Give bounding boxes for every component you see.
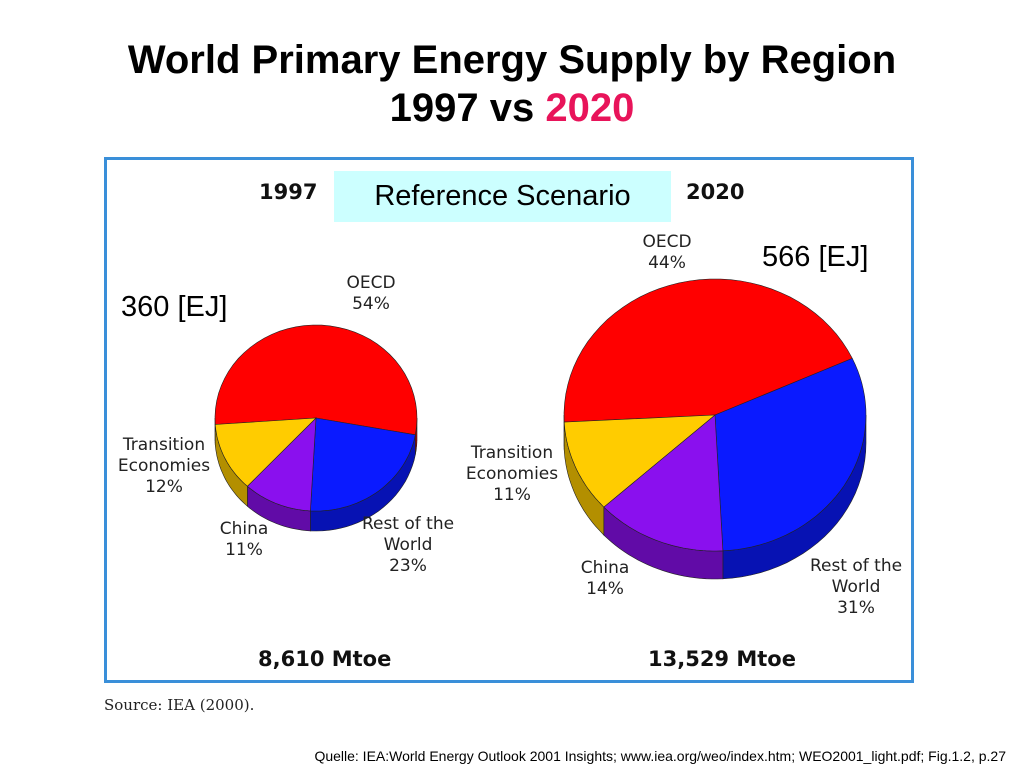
pie-1997-slice-oecd — [214, 324, 418, 436]
total-1997: 8,610 Mtoe — [258, 647, 392, 671]
slice-name: OECD — [642, 232, 692, 252]
title-line-1: World Primary Energy Supply by Region — [127, 38, 897, 82]
slice-percent: 31% — [837, 598, 875, 618]
pie-2020-slice-rest-of-the-world — [714, 358, 867, 552]
label-1997-transition: Transition Economies 12% — [112, 435, 216, 498]
label-2020-china: China 14% — [572, 558, 638, 600]
pie-1997-slice-china — [246, 417, 317, 512]
label-1997-rest-of-world: Rest of the World 23% — [354, 514, 462, 577]
slice-name: OECD — [346, 273, 396, 293]
pie-1997-slice-transition-economies — [214, 417, 317, 487]
energy-label-1997: 360 [EJ] — [121, 291, 228, 323]
label-1997-oecd: OECD 54% — [336, 273, 406, 315]
pie-2020-slice-china — [603, 414, 724, 552]
slice-percent: 44% — [648, 253, 686, 273]
label-2020-rest-of-world: Rest of the World 31% — [802, 556, 910, 619]
slice-name: China — [580, 558, 630, 578]
slice-name: China — [219, 519, 269, 539]
source-note: Source: IEA (2000). — [104, 696, 255, 714]
slice-percent: 14% — [586, 579, 624, 599]
year-label-2020: 2020 — [686, 180, 745, 204]
label-1997-china: China 11% — [212, 519, 276, 561]
slice-name: Transition Economies — [465, 443, 559, 484]
label-2020-transition: Transition Economies 11% — [458, 443, 566, 506]
slice-percent: 54% — [352, 294, 390, 314]
pie-2020-slice-oecd — [563, 278, 853, 423]
slice-percent: 23% — [389, 556, 427, 576]
slice-name: Transition Economies — [117, 435, 211, 476]
total-2020: 13,529 Mtoe — [648, 647, 796, 671]
reference-scenario-box: Reference Scenario — [334, 171, 671, 222]
year-label-1997: 1997 — [259, 180, 318, 204]
title-line-2: 1997 vs 2020 — [0, 84, 1024, 132]
title-highlight-year: 2020 — [545, 86, 635, 130]
slice-name: Rest of the World — [361, 514, 455, 555]
slice-name: Rest of the World — [809, 556, 903, 597]
title-years: 1997 vs — [389, 86, 546, 130]
footer-citation: Quelle: IEA:World Energy Outlook 2001 In… — [314, 748, 1006, 764]
slice-percent: 12% — [145, 477, 183, 497]
pie-1997-slice-rest-of-the-world — [310, 417, 416, 512]
page-title: World Primary Energy Supply by Region 19… — [0, 36, 1024, 132]
pie-2020-slice-transition-economies — [563, 414, 716, 508]
slice-percent: 11% — [225, 540, 263, 560]
energy-label-2020: 566 [EJ] — [762, 241, 869, 273]
label-2020-oecd: OECD 44% — [630, 232, 704, 274]
slice-percent: 11% — [493, 485, 531, 505]
